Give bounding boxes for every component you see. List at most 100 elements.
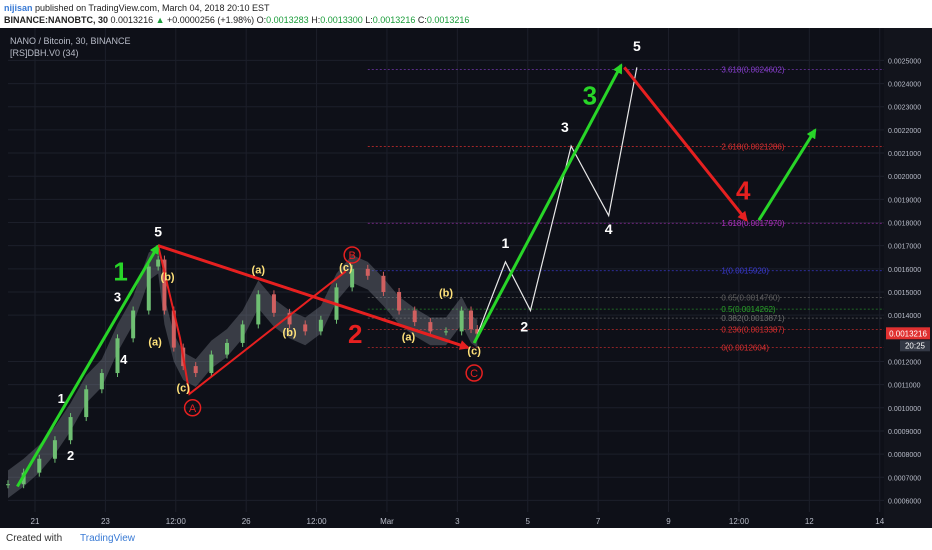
fib-label: 3.618(0.0024602) xyxy=(721,66,785,75)
candle-body xyxy=(131,310,136,339)
published-info: published on TradingView.com, March 04, … xyxy=(35,3,270,13)
low-value: 0.0013216 xyxy=(372,15,416,25)
footer: Created with TradingView xyxy=(0,528,932,550)
high-label: H: xyxy=(311,15,321,25)
candle-body xyxy=(37,458,42,473)
price-tick-label: 0.0019000 xyxy=(888,197,921,204)
price-tick-label: 0.0018000 xyxy=(888,221,921,228)
wave-label: (c) xyxy=(176,383,190,395)
author-name[interactable]: nijisan xyxy=(4,3,33,13)
wave-label: 2 xyxy=(67,448,74,463)
candle-body xyxy=(193,366,198,374)
time-tick-label: 26 xyxy=(242,517,251,526)
forecast-line xyxy=(473,67,638,344)
candle-body xyxy=(209,354,214,374)
fib-label: 0.382(0.0013871) xyxy=(721,314,785,323)
time-tick-label: 3 xyxy=(455,517,460,526)
candle-body xyxy=(428,322,433,332)
price-tick-label: 0.0006000 xyxy=(888,498,921,505)
candle-body xyxy=(84,389,89,418)
wave-labels: 1 2 3 4 5 (b) (a) (c) (a) (b) (c) (a) (b) (c) 1 2 3 4 5 1 2 3… xyxy=(58,38,751,463)
candle-body xyxy=(240,324,245,343)
chart-title: NANO / Bitcoin, 30, BINANCE xyxy=(10,36,131,46)
wave-label: 4 xyxy=(605,221,613,237)
wave-label: (c) xyxy=(467,346,481,358)
time-tick-label: 12:00 xyxy=(307,517,328,526)
wave-label: 1 xyxy=(502,235,510,251)
fib-label: 0.5(0.0014262) xyxy=(721,305,776,314)
wave-label: 3 xyxy=(114,289,121,304)
wave-label: (a) xyxy=(148,336,162,348)
time-tick-label: 23 xyxy=(101,517,110,526)
time-tick-label: 14 xyxy=(875,517,884,526)
time-tick-label: 21 xyxy=(31,517,40,526)
close-label: C: xyxy=(417,15,427,25)
candle-body xyxy=(318,319,323,332)
candle-body xyxy=(156,259,161,267)
wave-label: (b) xyxy=(439,288,453,300)
wave-label: 3 xyxy=(583,80,597,110)
candle-body xyxy=(68,417,73,441)
red-arrow xyxy=(623,66,748,222)
time-tick-label: 12:00 xyxy=(166,517,187,526)
wave-label: 5 xyxy=(154,223,162,239)
wave-label: (a) xyxy=(402,332,416,344)
price-tick-label: 0.0017000 xyxy=(888,244,921,251)
circled-wave-label: C xyxy=(470,368,478,380)
wave-arrows xyxy=(16,63,817,488)
fib-label: 0.65(0.0014760) xyxy=(721,294,780,303)
price-tick-label: 0.0009000 xyxy=(888,429,921,436)
candle-body xyxy=(469,310,474,330)
grid xyxy=(8,28,884,512)
candle-body xyxy=(350,268,355,288)
wave-label: 1 xyxy=(113,256,127,286)
green-arrow xyxy=(472,63,623,344)
candle-body xyxy=(397,292,402,311)
wave-label: (b) xyxy=(161,271,175,283)
countdown-box xyxy=(900,340,930,352)
low-label: L: xyxy=(365,15,373,25)
price-tick-label: 0.0015000 xyxy=(888,290,921,297)
candle-body xyxy=(365,268,370,276)
current-price-label: 0.0013216 xyxy=(889,329,927,338)
circled-wave-marker xyxy=(183,399,202,417)
chart-area[interactable]: 3.618(0.0024602) 2.618(0.0021286) 1.618(0.… xyxy=(0,28,932,528)
wave-label: (b) xyxy=(283,327,297,339)
candle-body xyxy=(52,440,57,459)
candle-body xyxy=(146,266,151,311)
red-wave-line xyxy=(157,245,347,396)
chart-header: nijisan published on TradingView.com, Ma… xyxy=(0,0,932,28)
price-change: +0.0000256 (+1.98%) xyxy=(167,15,255,25)
wave-label: (c) xyxy=(339,262,353,274)
candle-body xyxy=(287,312,292,325)
current-price-box xyxy=(886,327,930,340)
open-label: O: xyxy=(256,15,267,25)
symbol-label: BINANCE:NANOBTC, 30 xyxy=(4,15,109,25)
up-arrow-icon: ▲ xyxy=(155,15,165,25)
candle-body xyxy=(412,310,417,323)
green-arrow xyxy=(757,128,817,222)
time-tick-label: Mar xyxy=(380,517,394,526)
wave-label: 2 xyxy=(348,319,362,349)
red-arrow xyxy=(157,244,470,350)
price-tick-label: 0.0012000 xyxy=(888,359,921,366)
candle-body xyxy=(115,338,120,374)
indicator-label: [RS]DBH.V0 (34) xyxy=(10,48,79,58)
fib-label: 1(0.0015920) xyxy=(721,267,769,276)
time-tick-label: 9 xyxy=(666,517,671,526)
wave-label: 2 xyxy=(520,318,528,334)
created-with-label: Created with xyxy=(6,533,63,544)
circled-wave-marker xyxy=(343,246,361,264)
candle-body xyxy=(256,294,261,325)
price-tick-label: 0.0011000 xyxy=(888,383,921,390)
high-value: 0.0013300 xyxy=(320,15,363,25)
candle-body xyxy=(171,310,176,348)
tradingview-logo[interactable]: TradingView xyxy=(80,533,136,544)
price-chart[interactable]: 3.618(0.0024602) 2.618(0.0021286) 1.618(0.… xyxy=(0,28,932,528)
time-tick-label: 7 xyxy=(596,517,601,526)
candle-body xyxy=(475,329,480,334)
wave-label: 4 xyxy=(120,352,128,367)
candle-body xyxy=(459,310,464,332)
last-price: 0.0013216 xyxy=(110,15,154,25)
candle-body xyxy=(303,324,308,332)
